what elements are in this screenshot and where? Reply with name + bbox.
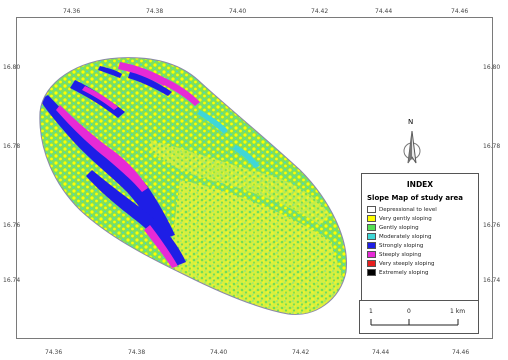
lon-tick-top: 74.38 xyxy=(146,8,164,15)
legend-label: Moderately sloping xyxy=(379,233,432,240)
legend-swatch xyxy=(367,242,376,249)
lon-tick-top: 74.40 xyxy=(229,8,247,15)
lat-tick-right: 16.76 xyxy=(483,222,501,229)
legend-label: Very steeply sloping xyxy=(379,260,435,267)
lon-tick-bottom: 74.40 xyxy=(210,349,228,356)
legend-swatch xyxy=(367,206,376,213)
lon-tick-top: 74.44 xyxy=(375,8,393,15)
legend-title: INDEX xyxy=(406,180,434,189)
lat-tick-right: 16.80 xyxy=(483,64,501,71)
lat-tick-left: 16.76 xyxy=(3,222,21,229)
legend-label: Gently sloping xyxy=(379,224,419,231)
lon-tick-bottom: 74.36 xyxy=(45,349,63,356)
lat-tick-right: 16.78 xyxy=(483,143,501,150)
lat-tick-right: 16.74 xyxy=(483,277,501,284)
lon-tick-top: 74.46 xyxy=(451,8,469,15)
legend-label: Steeply sloping xyxy=(379,251,422,258)
legend-swatch xyxy=(367,260,376,267)
map-legend: INDEX Slope Map of study area Depression… xyxy=(361,173,479,301)
lon-tick-bottom: 74.38 xyxy=(128,349,146,356)
legend-item: Depressional to level xyxy=(367,205,478,214)
north-label: N xyxy=(408,118,414,126)
legend-swatch xyxy=(367,224,376,231)
lon-tick-top: 74.42 xyxy=(311,8,329,15)
lat-tick-left: 16.78 xyxy=(3,143,21,150)
legend-swatch xyxy=(367,233,376,240)
lat-tick-left: 16.80 xyxy=(3,64,21,71)
legend-label: Depressional to level xyxy=(379,206,437,213)
north-arrow: N xyxy=(400,118,424,168)
lon-tick-bottom: 74.44 xyxy=(372,349,390,356)
legend-label: Extremely sloping xyxy=(379,269,429,276)
legend-label: Strongly sloping xyxy=(379,242,424,249)
scale-label-middle: 0 xyxy=(407,308,411,315)
legend-item: Very gently sloping xyxy=(367,214,478,223)
legend-item: Very steeply sloping xyxy=(367,259,478,268)
lon-tick-bottom: 74.46 xyxy=(452,349,470,356)
legend-swatch xyxy=(367,251,376,258)
scale-label-right: 1 km xyxy=(450,308,466,315)
scale-label-left: 1 xyxy=(369,308,373,315)
legend-item: Gently sloping xyxy=(367,223,478,232)
north-arrow-icon xyxy=(403,130,421,164)
legend-swatch xyxy=(367,215,376,222)
scale-bar-graphic xyxy=(370,319,459,326)
legend-label: Very gently sloping xyxy=(379,215,432,222)
legend-item: Strongly sloping xyxy=(367,241,478,250)
legend-swatch xyxy=(367,269,376,276)
lon-tick-top: 74.36 xyxy=(63,8,81,15)
legend-item: Steeply sloping xyxy=(367,250,478,259)
legend-item: Extremely sloping xyxy=(367,268,478,277)
legend-subtitle: Slope Map of study area xyxy=(367,194,464,202)
lat-tick-left: 16.74 xyxy=(3,277,21,284)
lon-tick-bottom: 74.42 xyxy=(292,349,310,356)
legend-item: Moderately sloping xyxy=(367,232,478,241)
scale-bar: 1 0 1 km xyxy=(359,300,479,334)
